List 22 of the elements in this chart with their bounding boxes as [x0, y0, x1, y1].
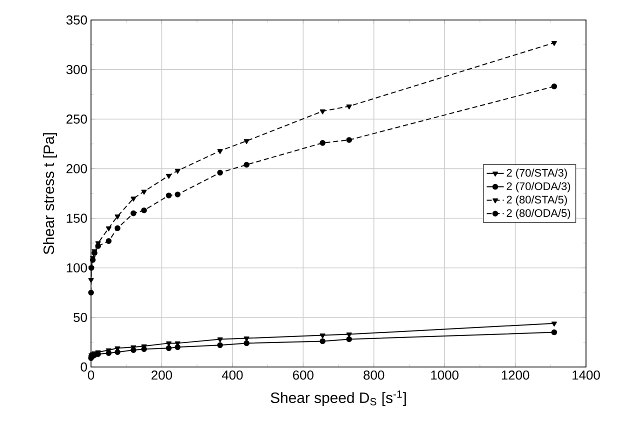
y-tick-label: 300	[66, 64, 87, 74]
x-tick-label: 1400	[572, 370, 600, 380]
x-tick-label: 200	[152, 370, 172, 380]
legend-label: 2 (80/STA/5)	[506, 195, 567, 206]
y-axis-title: Shear stress t [Pa]	[43, 133, 58, 254]
y-tick-label: 100	[66, 263, 87, 272]
y-tick-label: 50	[74, 312, 87, 322]
y-tick-label: 0	[80, 362, 87, 372]
y-tick-label: 350	[66, 15, 87, 25]
x-tick-label: 400	[222, 370, 243, 380]
x-tick-label: 800	[364, 370, 384, 380]
y-tick-label: 250	[66, 114, 87, 124]
y-tick-label: 150	[66, 214, 87, 223]
legend-label: 2 (70/ODA/3)	[506, 182, 570, 192]
x-tick-label: 1000	[431, 370, 458, 380]
x-tick-label: 600	[293, 370, 314, 380]
x-axis-title: Shear speed D$_{S}$ [s$^{-1}$]	[270, 390, 406, 406]
x-tick-label: 1200	[502, 370, 530, 380]
y-tick-label: 200	[66, 164, 87, 174]
x-tick-label: 0	[88, 370, 94, 380]
legend-label: 2 (70/STA/3)	[506, 168, 567, 179]
legend-label: 2 (80/ODA/5)	[506, 208, 570, 220]
